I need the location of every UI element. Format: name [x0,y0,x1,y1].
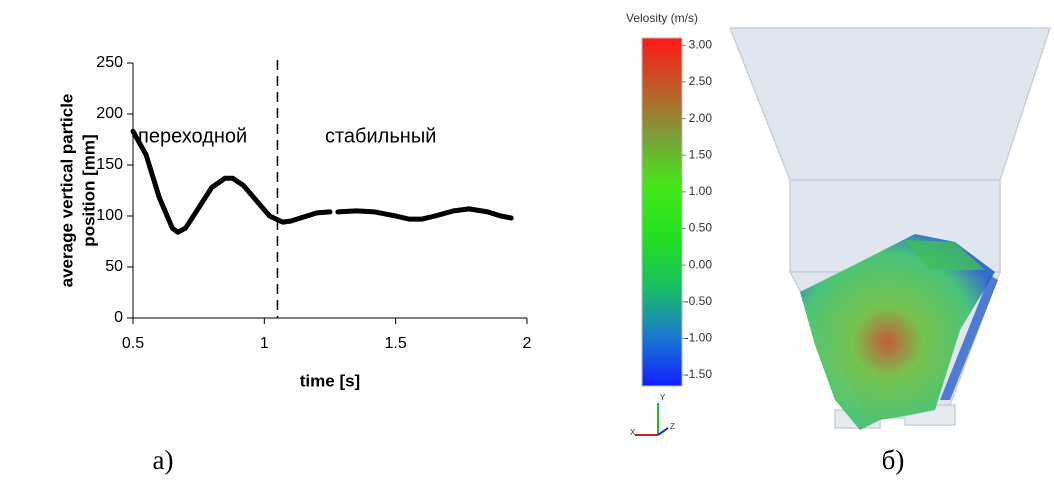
annotation: переходной [138,125,247,147]
x-tick-label: 2 [523,335,532,352]
panel-label: б) [882,445,905,475]
triad-label: X [630,428,636,437]
y-tick-label: 0 [114,309,123,326]
x-axis-title: time [s] [300,371,360,390]
y-axis-title: position [mm] [79,134,98,246]
colorbar-tick-label: 2.00 [689,111,713,125]
colorbar-title: Velosity (m/s) [626,11,698,25]
y-tick-label: 100 [96,207,123,224]
colorbar-tick-label: -0.50 [685,294,713,308]
triad-label: Y [660,393,666,402]
triad-label: Z [670,422,675,431]
colorbar [641,37,683,387]
colorbar-tick-label: 2.50 [689,74,713,88]
y-tick-label: 200 [96,105,123,122]
x-tick-label: 0.5 [122,335,144,352]
colorbar-tick-label: 3.00 [689,37,713,51]
y-tick-label: 50 [105,258,123,275]
colorbar-tick-label: 1.50 [689,147,713,161]
y-tick-label: 150 [96,156,123,173]
y-axis-title: average vertical particle [57,94,76,288]
panel-label: а) [153,445,174,475]
annotation: стабильный [325,125,436,147]
data-line [130,128,514,235]
colorbar-tick-label: 0.00 [689,257,713,271]
particles [800,234,998,430]
axis-triad [635,403,669,436]
colorbar-tick-label: -1.50 [685,367,713,381]
colorbar-tick-label: 1.00 [689,184,713,198]
colorbar-tick-label: -1.00 [685,331,713,345]
x-tick-label: 1.5 [385,335,407,352]
y-tick-label: 250 [96,54,123,71]
x-tick-label: 1 [260,335,269,352]
colorbar-tick-label: 0.50 [689,221,713,235]
